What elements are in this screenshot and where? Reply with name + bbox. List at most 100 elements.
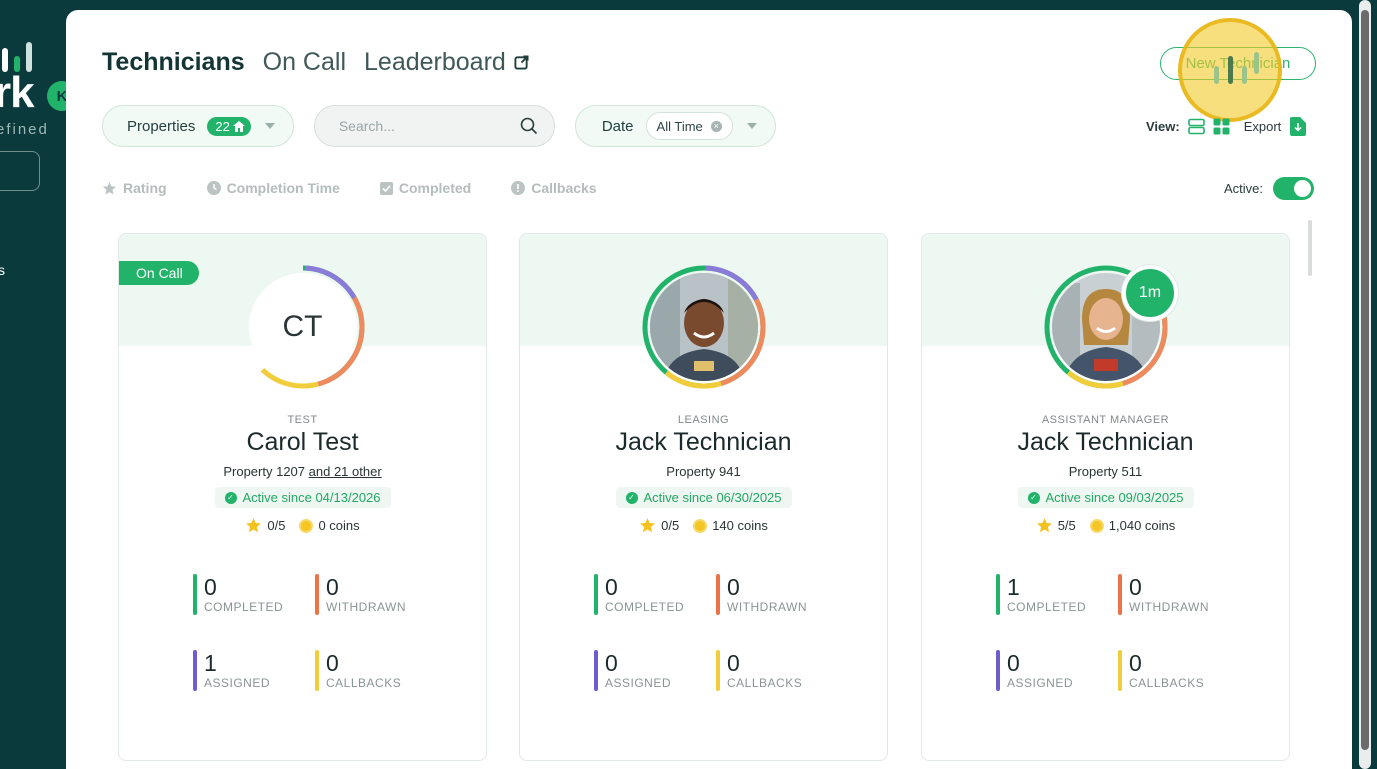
technician-meta: 0/5 0 coins	[119, 517, 486, 534]
technician-role: TEST	[287, 414, 318, 426]
technician-name[interactable]: Jack Technician	[615, 428, 792, 456]
on-call-badge: On Call	[119, 261, 199, 285]
check-icon: ✓	[224, 491, 237, 504]
sidebar-button[interactable]	[0, 151, 40, 191]
technician-meta: 0/5 140 coins	[520, 517, 887, 534]
check-icon: ✓	[625, 491, 638, 504]
sort-callbacks[interactable]: Callbacks	[511, 180, 597, 196]
tab-leaderboard-label: Leaderboard	[364, 48, 506, 76]
technician-role: ASSISTANT MANAGER	[1041, 414, 1170, 426]
avatar	[642, 265, 766, 389]
technician-meta: 5/5 1,040 coins	[922, 517, 1289, 534]
search-input[interactable]	[338, 118, 509, 134]
technician-name[interactable]: Carol Test	[246, 428, 359, 456]
scrollbar-thumb[interactable]	[1361, 10, 1369, 750]
active-since-badge: ✓ Active since 04/13/2026	[214, 487, 391, 508]
tab-technicians[interactable]: Technicians	[102, 48, 245, 76]
technician-property: Property 511	[1068, 464, 1143, 479]
clear-icon[interactable]: ×	[710, 120, 722, 132]
properties-label: Properties	[127, 117, 196, 135]
coins-value: 1,040 coins	[1108, 518, 1176, 533]
coin-icon	[1089, 518, 1104, 533]
stat-assigned: 0 ASSIGNED	[594, 650, 714, 691]
chevron-down-icon	[746, 123, 757, 129]
rating-value: 0/5	[267, 518, 286, 533]
active-label: Active:	[1224, 181, 1264, 196]
date-label: Date	[601, 117, 634, 135]
filter-row: Properties 22 Date All Time ×	[102, 105, 776, 147]
check-icon: ✓	[1027, 491, 1040, 504]
technician-card[interactable]: On Call CT TEST Carol Test Property 1207…	[118, 233, 487, 761]
coins-value: 140 coins	[712, 518, 768, 533]
window-scrollbar[interactable]	[1352, 0, 1377, 769]
stat-callbacks: 0 CALLBACKS	[315, 650, 435, 691]
main-panel: Technicians On Call Leaderboard New Tech…	[66, 10, 1352, 769]
logo-bars-icon	[2, 42, 32, 72]
export-icon[interactable]	[1290, 117, 1307, 136]
technician-name[interactable]: Jack Technician	[1017, 428, 1194, 456]
logo-subtitle: efined	[0, 121, 49, 138]
view-label: View:	[1146, 119, 1180, 134]
search-icon[interactable]	[520, 117, 538, 135]
star-icon	[102, 181, 117, 194]
sort-options: Rating Completion Time Completed Callbac…	[102, 180, 597, 196]
logo-badge: K	[44, 78, 66, 114]
technician-card[interactable]: 1m ASSISTANT MANAGER Jack Technician Pro…	[921, 233, 1290, 761]
coin-icon	[299, 518, 314, 533]
list-view-icon[interactable]	[1187, 118, 1205, 135]
stat-withdrawn: 0 WITHDRAWN	[716, 574, 836, 615]
date-chip[interactable]: All Time ×	[645, 112, 733, 140]
view-controls: View: Export	[1146, 117, 1307, 136]
stat-completed: 0 COMPLETED	[193, 574, 313, 615]
bars-icon	[1214, 52, 1259, 84]
stat-withdrawn: 0 WITHDRAWN	[1118, 574, 1238, 615]
properties-filter[interactable]: Properties 22	[102, 105, 294, 147]
stat-assigned: 1 ASSIGNED	[193, 650, 313, 691]
sort-completed[interactable]: Completed	[379, 180, 471, 196]
technician-property: Property 1207 and 21 other	[223, 464, 382, 479]
stat-completed: 1 COMPLETED	[996, 574, 1116, 615]
star-icon	[640, 518, 656, 533]
properties-count-badge: 22	[207, 116, 251, 136]
technician-property: Property 941	[666, 464, 741, 479]
tab-on-call[interactable]: On Call	[262, 48, 347, 76]
sort-completion-time[interactable]: Completion Time	[206, 180, 340, 196]
stat-callbacks: 0 CALLBACKS	[716, 650, 836, 691]
coins-value: 0 coins	[318, 518, 360, 533]
sidebar-item-label[interactable]: s	[0, 262, 5, 278]
rating-value: 5/5	[1057, 518, 1076, 533]
stat-withdrawn: 0 WITHDRAWN	[315, 574, 435, 615]
cards-scrollbar[interactable]	[1308, 220, 1312, 276]
sort-rating[interactable]: Rating	[102, 180, 167, 196]
star-icon	[246, 518, 262, 533]
progress-ring	[642, 265, 765, 389]
stat-assigned: 0 ASSIGNED	[996, 650, 1116, 691]
checkbox-icon	[379, 181, 393, 195]
home-icon	[232, 120, 245, 132]
progress-ring	[1044, 265, 1167, 389]
external-link-icon	[514, 55, 529, 70]
coin-icon	[693, 518, 708, 533]
more-properties-link[interactable]: and 21 other	[308, 464, 382, 479]
date-value: All Time	[656, 118, 703, 134]
clock-icon	[206, 181, 221, 195]
technician-role: LEASING	[677, 414, 730, 426]
rating-value: 0/5	[661, 518, 680, 533]
export-label[interactable]: Export	[1243, 119, 1282, 134]
technician-card[interactable]: LEASING Jack Technician Property 941 ✓ Ac…	[519, 233, 888, 761]
grid-view-icon[interactable]	[1213, 118, 1230, 135]
tab-leaderboard[interactable]: Leaderboard	[364, 48, 529, 77]
active-since-badge: ✓ Active since 09/03/2025	[1017, 487, 1194, 508]
page-tabs: Technicians On Call Leaderboard	[102, 48, 529, 77]
search-box[interactable]	[313, 105, 555, 147]
active-since-badge: ✓ Active since 06/30/2025	[615, 487, 792, 508]
active-toggle[interactable]	[1273, 177, 1315, 200]
info-icon	[511, 181, 526, 195]
technician-photo	[649, 273, 758, 381]
active-filter: Active:	[1224, 177, 1315, 200]
stat-completed: 0 COMPLETED	[594, 574, 714, 615]
date-filter[interactable]: Date All Time ×	[574, 105, 776, 147]
star-icon	[1036, 518, 1052, 533]
logo-text: rk	[0, 68, 35, 117]
avatar: CT	[241, 265, 365, 389]
